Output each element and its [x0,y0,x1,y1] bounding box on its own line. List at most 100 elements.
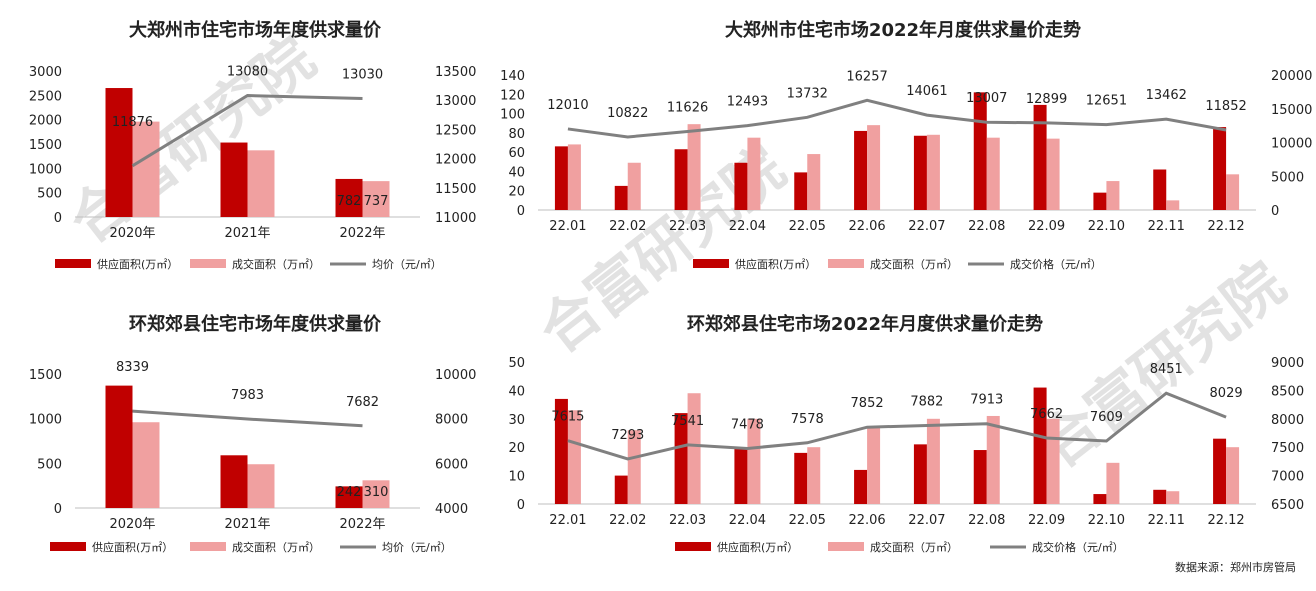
x-tick-label: 2022年 [339,226,385,241]
bar-supply [794,172,808,210]
bar-supply [734,447,748,504]
bar-supply [1093,494,1107,504]
price-data-label: 7578 [791,412,824,427]
bar-deal [362,480,390,508]
x-tick-label: 22.04 [729,219,766,234]
y-tick-label: 10 [508,470,525,485]
legend-swatch [190,259,226,268]
x-tick-label: 22.05 [789,513,826,528]
x-tick-label: 2020年 [109,226,155,241]
y-tick-label: 100 [500,108,525,123]
y-tick-label: 0 [54,502,62,517]
y-tick-label: 3000 [29,65,62,80]
y-tick-label: 2000 [29,114,62,129]
y2-tick-label: 4000 [435,502,468,517]
y-tick-label: 1000 [29,162,62,177]
bar-supply [220,142,248,217]
x-tick-label: 2022年 [339,517,385,532]
chart-title: 环郑郊县住宅市场年度供求量价 [129,313,382,335]
x-tick-label: 22.10 [1088,219,1125,234]
bar-supply [105,88,133,218]
y-tick-label: 1500 [29,368,62,383]
y2-tick-label: 10000 [435,368,476,383]
price-data-label: 8451 [1150,362,1183,377]
price-data-label: 8339 [116,360,149,375]
charts-layer: 大郑州市住宅市场年度供求量价05001000150020002500300011… [29,19,1312,554]
price-data-label: 7478 [731,417,764,432]
y-tick-label: 1500 [29,138,62,153]
price-data-label: 16257 [846,69,887,84]
bar-supply [614,475,628,504]
bar-supply [1033,387,1047,504]
bar-deal [1106,462,1120,504]
price-data-label: 12010 [547,98,588,113]
legend-swatch [190,542,226,551]
x-tick-label: 22.12 [1207,219,1244,234]
watermark-1: 合富研究院 [57,24,327,256]
y2-tick-label: 13000 [435,94,476,109]
legend-swatch [675,542,711,551]
x-tick-label: 22.05 [789,219,826,234]
bar-deal [1046,138,1060,210]
x-tick-label: 22.08 [968,219,1005,234]
legend-label: 供应面积(万㎡） [97,257,178,271]
x-tick-label: 2021年 [224,517,270,532]
x-tick-label: 22.10 [1088,513,1125,528]
y-tick-label: 0 [517,204,525,219]
price-data-label: 7882 [910,395,943,410]
price-data-label: 12899 [1026,92,1067,107]
y-tick-label: 120 [500,88,525,103]
bar-deal [687,393,701,504]
bar-deal [362,181,390,217]
x-tick-label: 22.03 [669,513,706,528]
legend-label: 供应面积(万㎡） [735,257,816,271]
bar-deal [132,422,160,508]
price-data-label: 7983 [231,388,264,403]
price-data-label: 11852 [1205,99,1246,114]
bar-deal [687,124,701,210]
bar-supply [913,444,927,504]
bar-deal [867,125,881,210]
chart-c3: 环郑郊县住宅市场年度供求量价 0 500 1000 1500 4000 6000 8000 10… [29,313,476,554]
chart-c4: 环郑郊县住宅市场2022年月度供求量价走势 0 10 20 30 40 50 6500 7000… [508,313,1304,554]
legend-label: 均价（元/㎡） [372,258,442,271]
price-data-label: 7293 [611,428,644,443]
y2-tick-label: 8500 [1271,384,1304,399]
bar-supply [1093,192,1107,210]
legend-label: 成交面积（万㎡） [870,257,958,271]
x-tick-label: 2020年 [109,517,155,532]
price-line [132,409,363,428]
price-data-label: 12493 [727,95,768,110]
legend-swatch [55,259,91,268]
legend-label: 成交面积（万㎡） [870,540,958,554]
y2-tick-label: 20000 [1271,69,1312,84]
bar-supply [1213,127,1227,210]
y2-tick-label: 8000 [435,413,468,428]
price-data-label: 7913 [970,393,1003,408]
price-data-label: 11876 [112,115,153,130]
x-tick-label: 2021年 [224,226,270,241]
bar-supply [674,413,688,504]
x-tick-label: 22.12 [1207,513,1244,528]
x-tick-label: 22.09 [1028,219,1065,234]
bar-supply [1033,104,1047,210]
legend-swatch [50,542,86,551]
x-tick-label: 22.07 [908,219,945,234]
price-data-label: 13030 [342,67,383,82]
bar-deal [926,418,940,504]
y-tick-label: 0 [54,211,62,226]
bar-deal [1166,200,1180,210]
bar-supply [335,486,363,508]
price-data-label: 8029 [1210,386,1243,401]
price-data-label: 10822 [607,106,648,121]
price-data-label: 7615 [551,410,584,425]
bar-deal [747,137,761,210]
price-data-label: 7662 [1030,407,1063,422]
bar-data-label: 782 [337,194,362,209]
bar-supply [674,149,688,210]
bar-deal [1166,491,1180,504]
price-data-label: 14061 [906,84,947,99]
bar-deal [986,415,1000,504]
legend-label: 供应面积(万㎡） [717,540,798,554]
y2-tick-label: 0 [1271,204,1279,219]
